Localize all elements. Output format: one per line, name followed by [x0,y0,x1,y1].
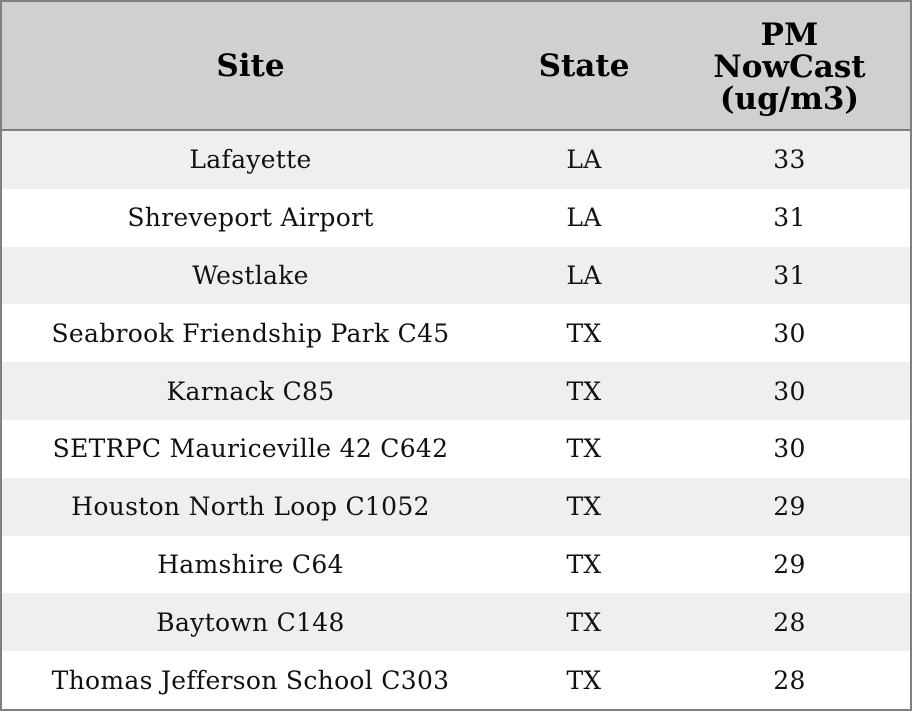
state-cell-text: TX [566,549,602,579]
pm-cell: 28 [669,593,910,651]
pm-cell: 30 [669,420,910,478]
pm-cell-text: 28 [773,607,806,637]
header-state: State [499,2,669,129]
table-row: SETRPC Mauriceville 42 C642 TX 30 [2,420,910,478]
pm-cell-text: 29 [773,549,806,579]
table-header: Site State PM NowCast (ug/m3) [2,2,910,131]
site-cell: Shreveport Airport [2,189,499,247]
header-site-label: Site [216,47,285,84]
state-cell: TX [499,362,669,420]
site-cell: Seabrook Friendship Park C45 [2,304,499,362]
header-site: Site [2,2,499,129]
pm-cell-text: 31 [773,260,806,290]
site-cell: Houston North Loop C1052 [2,478,499,536]
site-cell: Lafayette [2,131,499,189]
state-cell-text: TX [566,492,602,522]
pm-cell: 30 [669,362,910,420]
pm-cell-text: 30 [773,318,806,348]
table-row: Shreveport Airport LA 31 [2,189,910,247]
pm-cell-text: 29 [773,492,806,522]
site-cell-text: Westlake [192,260,309,290]
state-cell-text: TX [566,376,602,406]
state-cell: TX [499,536,669,594]
pm-cell-text: 31 [773,203,806,233]
table-row: Westlake LA 31 [2,246,910,305]
state-cell: TX [499,420,669,478]
state-cell-text: TX [566,607,602,637]
header-pm-line-2: NowCast [713,48,866,85]
state-cell-text: LA [566,260,602,290]
pm-cell-text: 30 [773,376,806,406]
state-cell-text: TX [566,665,602,695]
header-state-label: State [538,47,630,84]
pm-cell-text: 33 [773,145,806,175]
table-row: Hamshire C64 TX 29 [2,536,910,594]
table-row: Baytown C148 TX 28 [2,593,910,652]
site-cell: Hamshire C64 [2,536,499,594]
state-cell: LA [499,247,669,305]
site-cell-text: Hamshire C64 [157,549,344,579]
pm-cell: 31 [669,247,910,305]
header-pm-line-1: PM [760,16,819,53]
pm-cell: 30 [669,304,910,362]
state-cell: TX [499,478,669,536]
table-row: Lafayette LA 33 [2,131,910,189]
state-cell: LA [499,131,669,189]
site-cell: SETRPC Mauriceville 42 C642 [2,420,499,478]
state-cell-text: LA [566,203,602,233]
site-cell: Baytown C148 [2,593,499,651]
site-cell-text: Shreveport Airport [127,203,374,233]
state-cell: TX [499,304,669,362]
site-cell: Westlake [2,247,499,305]
pm-cell: 28 [669,651,910,709]
site-cell: Thomas Jefferson School C303 [2,651,499,709]
header-pm-nowcast: PM NowCast (ug/m3) [669,2,910,129]
table-row: Thomas Jefferson School C303 TX 28 [2,651,910,709]
state-cell-text: TX [566,434,602,464]
pm-cell: 33 [669,131,910,189]
state-cell-text: TX [566,318,602,348]
table-row: Seabrook Friendship Park C45 TX 30 [2,304,910,362]
site-cell-text: Seabrook Friendship Park C45 [51,318,450,348]
pm-cell-text: 28 [773,665,806,695]
state-cell: LA [499,189,669,247]
site-cell-text: SETRPC Mauriceville 42 C642 [52,434,449,464]
site-cell: Karnack C85 [2,362,499,420]
pm-cell: 29 [669,478,910,536]
table-row: Karnack C85 TX 30 [2,362,910,420]
pm-cell: 31 [669,189,910,247]
state-cell: TX [499,651,669,709]
state-cell: TX [499,593,669,651]
site-cell-text: Thomas Jefferson School C303 [51,665,450,695]
state-cell-text: LA [566,145,602,175]
site-cell-text: Houston North Loop C1052 [71,492,430,522]
site-cell-text: Karnack C85 [166,376,335,406]
table-body: Lafayette LA 33 Shreveport Airport LA 31 Westl… [2,131,910,709]
site-cell-text: Baytown C148 [156,607,345,637]
header-pm-line-3: (ug/m3) [719,80,860,117]
table-row: Houston North Loop C1052 TX 29 [2,477,910,536]
pm-cell: 29 [669,536,910,594]
site-cell-text: Lafayette [189,145,312,175]
pm-cell-text: 30 [773,434,806,464]
